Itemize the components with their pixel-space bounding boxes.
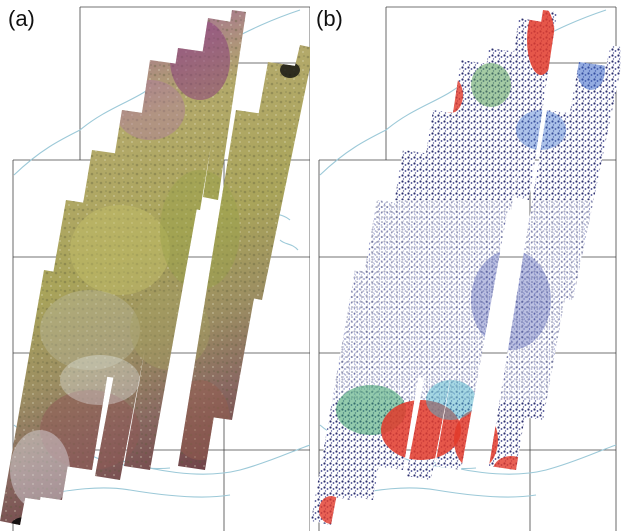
panel-b-label: (b) — [316, 6, 343, 31]
panel-b-classification-map: (b) — [311, 0, 621, 531]
classified-strips — [311, 10, 621, 525]
panel-a-map — [0, 6, 310, 531]
imagery-strips — [0, 10, 310, 525]
panel-b-map — [311, 6, 621, 531]
panel-a-label: (a) — [8, 6, 35, 31]
panel-a-satellite-mosaic: (a) — [0, 0, 310, 531]
